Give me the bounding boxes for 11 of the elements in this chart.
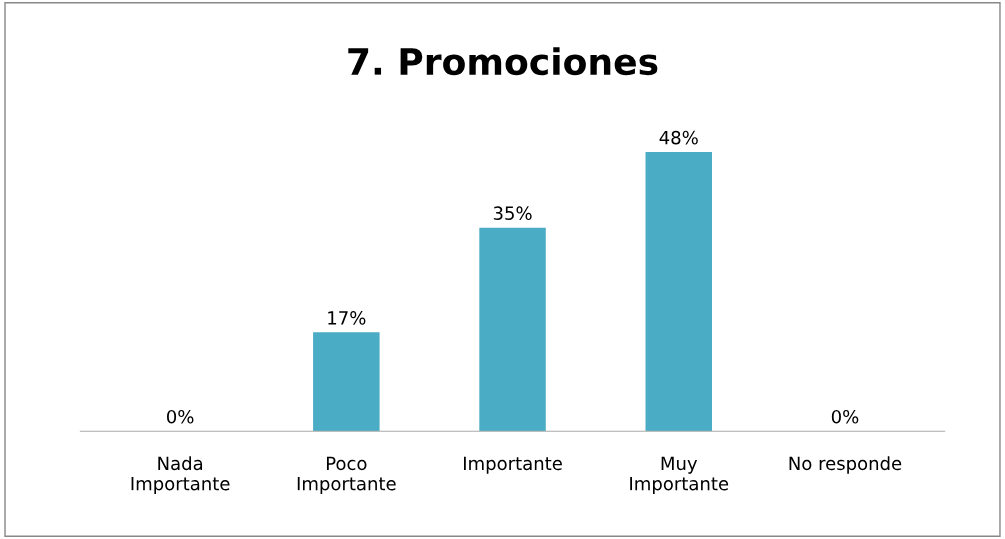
data-label: 48% — [659, 130, 698, 145]
data-label: 35% — [493, 206, 532, 221]
x-tick-label: Nada Importante — [131, 456, 230, 494]
x-tick-label: No responde — [789, 456, 902, 474]
x-tick-label: Muy Importante — [630, 456, 729, 494]
data-label: 17% — [328, 311, 366, 325]
x-tick-label: Poco Importante — [297, 456, 396, 494]
data-label: 0% — [831, 409, 859, 424]
x-tick-label: Importante — [464, 456, 562, 474]
data-label: 0% — [167, 409, 194, 424]
chart-title: 7. Promociones — [348, 47, 658, 76]
